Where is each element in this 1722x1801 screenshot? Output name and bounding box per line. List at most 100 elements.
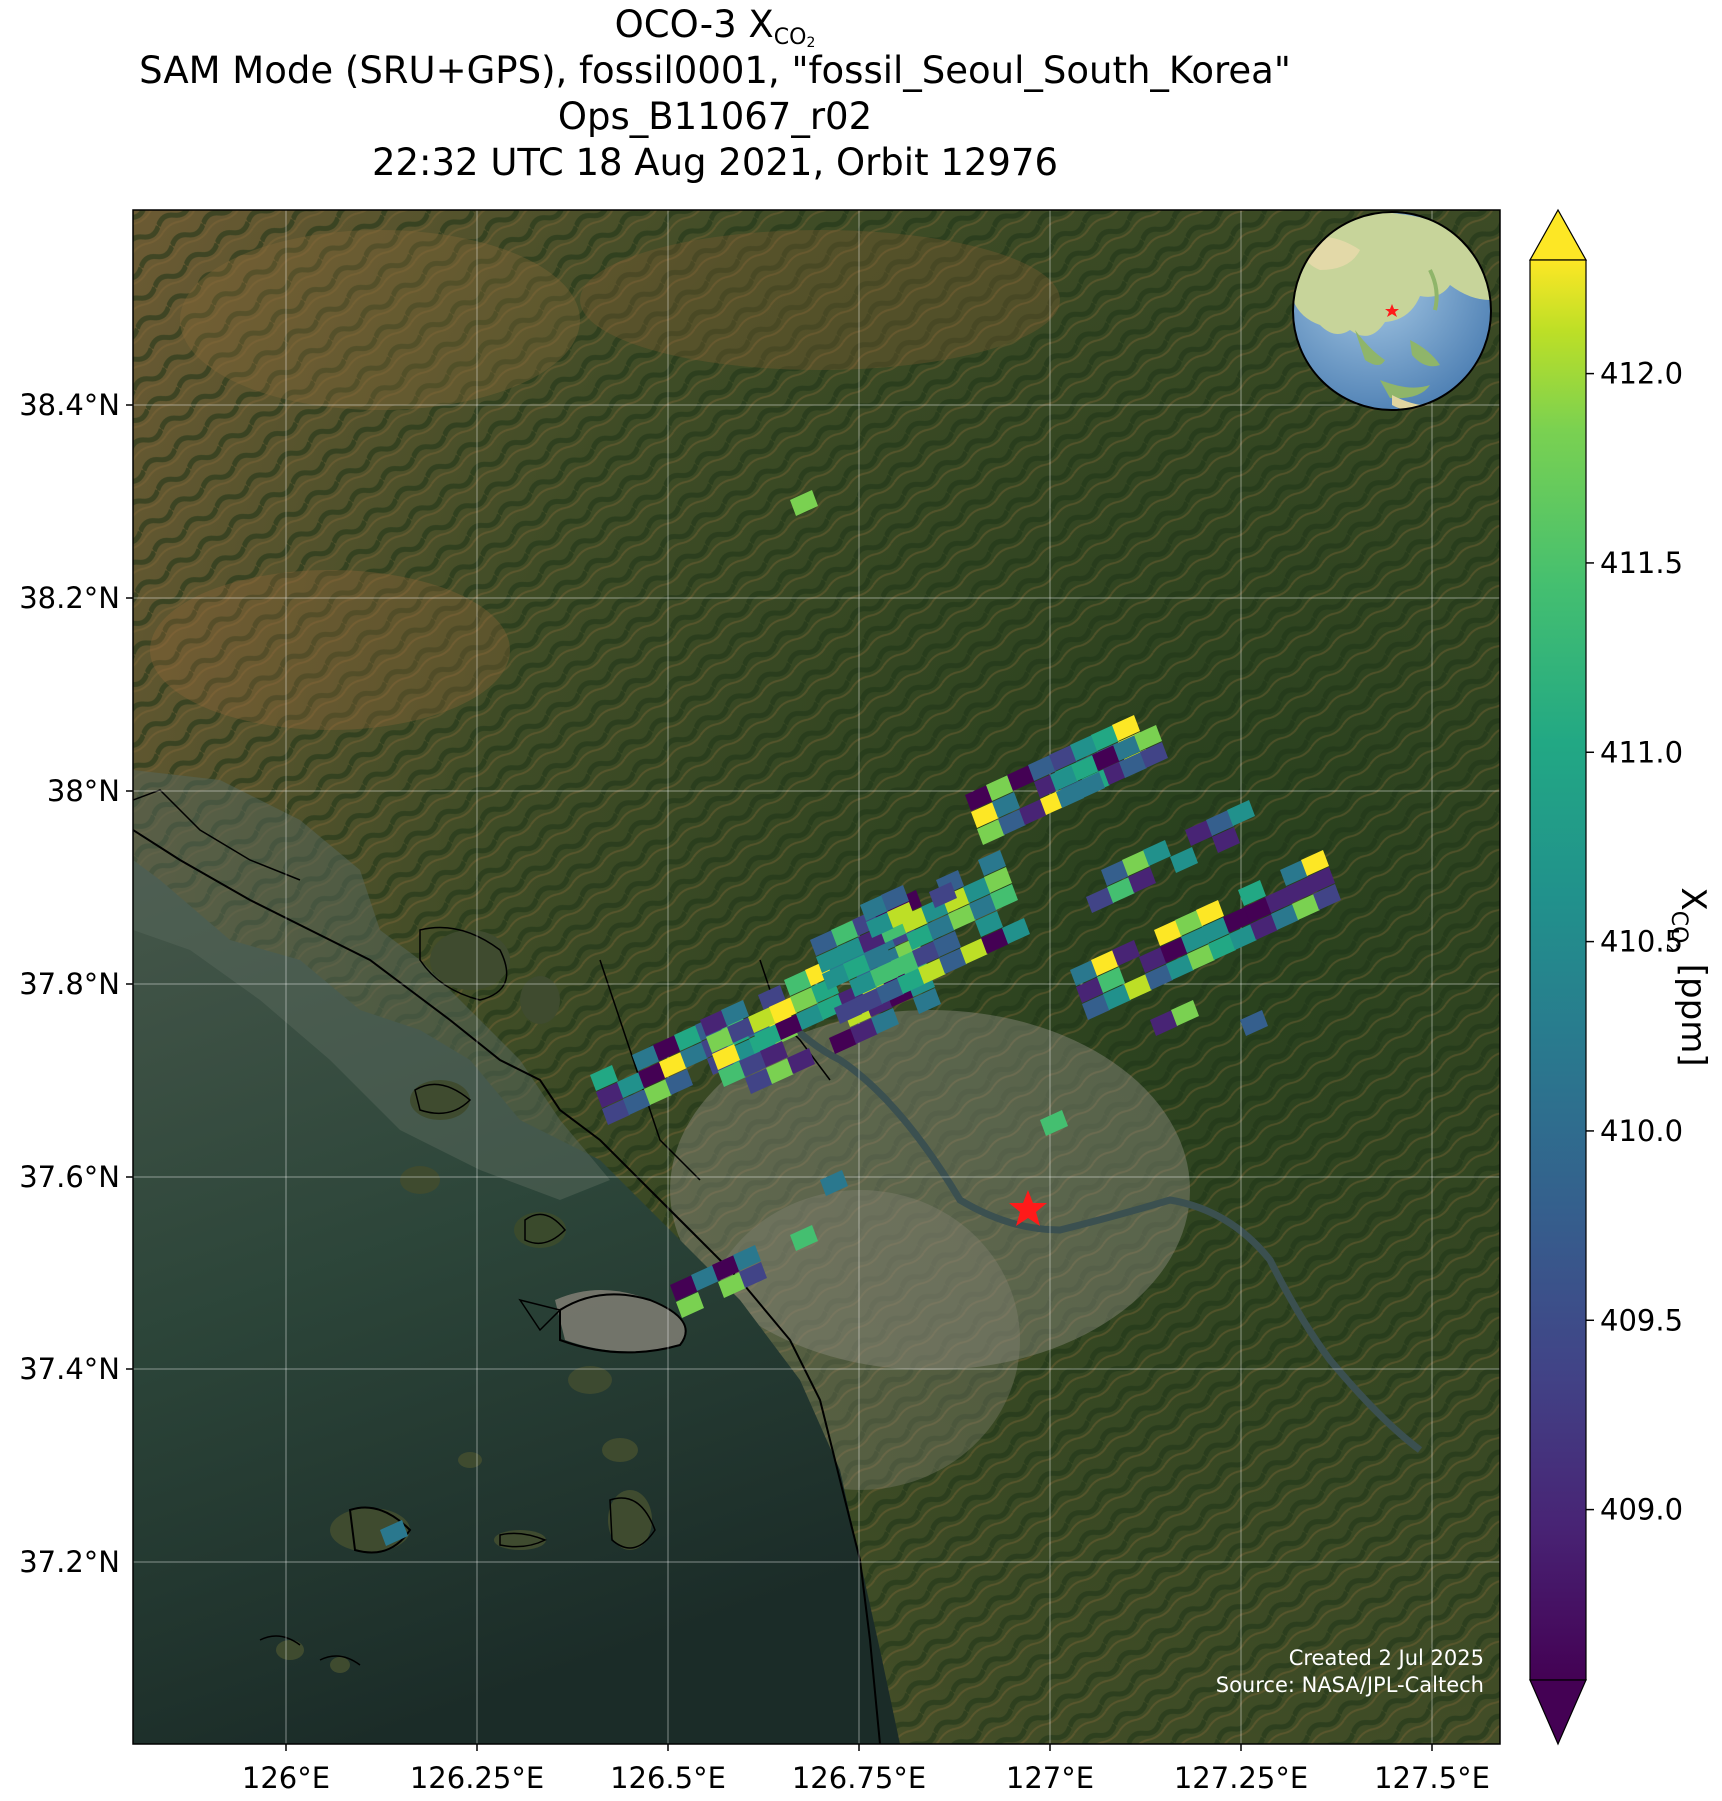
xco2-sounding-cell [829, 1028, 857, 1054]
xco2-sounding-cell [965, 785, 993, 811]
xco2-sounding-cell [676, 1292, 704, 1318]
xco2-sounding-cell [1223, 907, 1251, 933]
xco2-sounding-cell [969, 894, 997, 920]
xco2-sounding-cell [1187, 944, 1215, 970]
lat-tick-label: 38.2°N [19, 581, 120, 615]
xco2-sounding-cell [644, 1079, 672, 1105]
xco2-sounding-cell [653, 1035, 681, 1061]
xco2-sounding-cell [758, 985, 786, 1011]
xco2-sounding-cell [796, 1004, 824, 1030]
xco2-sounding-cell [1171, 1000, 1199, 1026]
xco2-sounding-cell [1128, 867, 1156, 893]
xco2-sounding-cell [632, 1045, 660, 1071]
xco2-sounding-cell [718, 1061, 746, 1087]
xco2-sounding-cell [775, 1014, 803, 1040]
xco2-sounding-cell [1050, 765, 1078, 791]
xco2-sounding-cell [659, 1052, 687, 1078]
xco2-sounding-cell [1181, 927, 1209, 953]
xco2-sounding-cell [1040, 1110, 1068, 1136]
xco2-sounding-cell [787, 1048, 815, 1074]
xco2-sounding-cell [1077, 772, 1105, 798]
created-date: Created 2 Jul 2025 [1288, 1646, 1484, 1670]
xco2-sounding-cell [380, 1520, 408, 1546]
xco2-sounding-cell [1292, 894, 1320, 920]
globe-target-star [1385, 304, 1399, 317]
xco2-sounding-cell [1170, 847, 1198, 873]
xco2-sounding-cell [1086, 887, 1114, 913]
xco2-sounding-cell [665, 1069, 693, 1095]
xco2-sounding-cell [790, 490, 818, 516]
xco2-sounding-cell [1313, 884, 1341, 910]
lat-tick-label: 38°N [47, 774, 120, 808]
xco2-sounding-cell [837, 937, 865, 963]
xco2-sounding-cell [1124, 974, 1152, 1000]
xco2-sounding-cell [1208, 934, 1236, 960]
xco2-sounding-cell [1238, 880, 1266, 906]
xco2-sounding-cell [1112, 940, 1140, 966]
xco2-sounding-cell [831, 920, 859, 946]
credits: Created 2 Jul 2025 Source: NASA/JPL-Calt… [1216, 1645, 1484, 1699]
xco2-sounding-cell [680, 1042, 708, 1068]
colorbar-extend-bottom [1529, 1679, 1587, 1746]
xco2-sounding-cell [1227, 800, 1255, 826]
lon-tick-label: 127.25°E [1174, 1761, 1308, 1795]
xco2-sounding-cell [1103, 984, 1131, 1010]
xco2-sounding-cell [864, 944, 892, 970]
xco2-sounding-cell [1212, 827, 1240, 853]
xco2-sounding-cell [691, 1265, 719, 1291]
xco2-sounding-cell [760, 1041, 788, 1067]
xco2-sounding-cell [1139, 947, 1167, 973]
xco2-sounding-cell [912, 941, 940, 967]
xco2-sounding-cell [1244, 897, 1272, 923]
xco2-sounding-cell [897, 968, 925, 994]
xco2-sounding-cell [1101, 860, 1129, 886]
xco2-sounding-cell [1056, 782, 1084, 808]
title-line-1: OCO-3 XCO2 [614, 3, 816, 51]
colorbar-tick-label: 410.5 [1600, 925, 1683, 959]
xco2-sounding-cell [870, 961, 898, 987]
lon-tick-label: 126.5°E [610, 1761, 726, 1795]
xco2-sounding-cell [971, 802, 999, 828]
xco2-sounding-cell [638, 1062, 666, 1088]
xco2-sounding-cell [866, 912, 894, 938]
xco2-sounding-cell [733, 1245, 761, 1271]
xco2-sounding-cell [1076, 977, 1104, 1003]
xco2-sounding-cell [739, 1262, 767, 1288]
xco2-sounding-cell [1202, 917, 1230, 943]
xco2-sounding-cell [712, 1255, 740, 1281]
xco2-sounding-cell [891, 951, 919, 977]
xco2-sounding-cell [1092, 745, 1120, 771]
colorbar-tick-label: 411.5 [1600, 546, 1683, 580]
lon-tick-label: 126.25°E [410, 1761, 544, 1795]
xco2-sounding-cell [1082, 994, 1110, 1020]
xco2-sounding-cell [939, 948, 967, 974]
xco2-sounding-cell [1307, 867, 1335, 893]
data-source: Source: NASA/JPL-Caltech [1215, 1673, 1484, 1697]
colorbar-label: XCO2 [ppm] [1663, 887, 1713, 1066]
xco2-sounding-cell [1271, 904, 1299, 930]
xco2-sounding-cell [1160, 937, 1188, 963]
lon-tick-label: 127°E [1006, 1761, 1094, 1795]
xco2-sounding-cell [1286, 877, 1314, 903]
satellite-basemap [133, 210, 1500, 1744]
xco2-sounding-cell [1091, 725, 1119, 751]
lat-tick-label: 37.8°N [19, 967, 120, 1001]
xco2-sounding-cell [963, 877, 991, 903]
colorbar: 412.0 411.5 411.0 410.5 410.0 409.5 409.0 XCO2… [1528, 208, 1713, 1746]
target-star-marker [1009, 1190, 1047, 1226]
xco2-sounding-cell [992, 792, 1020, 818]
xco2-sounding-cell [1134, 725, 1162, 751]
xco2-sounding-cell [860, 895, 888, 921]
xco2-sounding-cell [1150, 1010, 1178, 1036]
title-line-3: Ops_B11067_r02 [557, 95, 873, 138]
xco2-sounding-cell [1107, 877, 1135, 903]
xco2-sounding-cell [745, 1068, 773, 1094]
xco2-sounding-cell [754, 1024, 782, 1050]
xco2-sounding-cell [1071, 755, 1099, 781]
xco2-sounding-cell [1070, 735, 1098, 761]
xco2-sounding-cell [617, 1072, 645, 1098]
xco2-sounding-cell [881, 885, 909, 911]
lon-tick-label: 126°E [242, 1761, 330, 1795]
xco2-sounding-cell [748, 1007, 776, 1033]
xco2-sounding-cell [820, 1170, 848, 1196]
